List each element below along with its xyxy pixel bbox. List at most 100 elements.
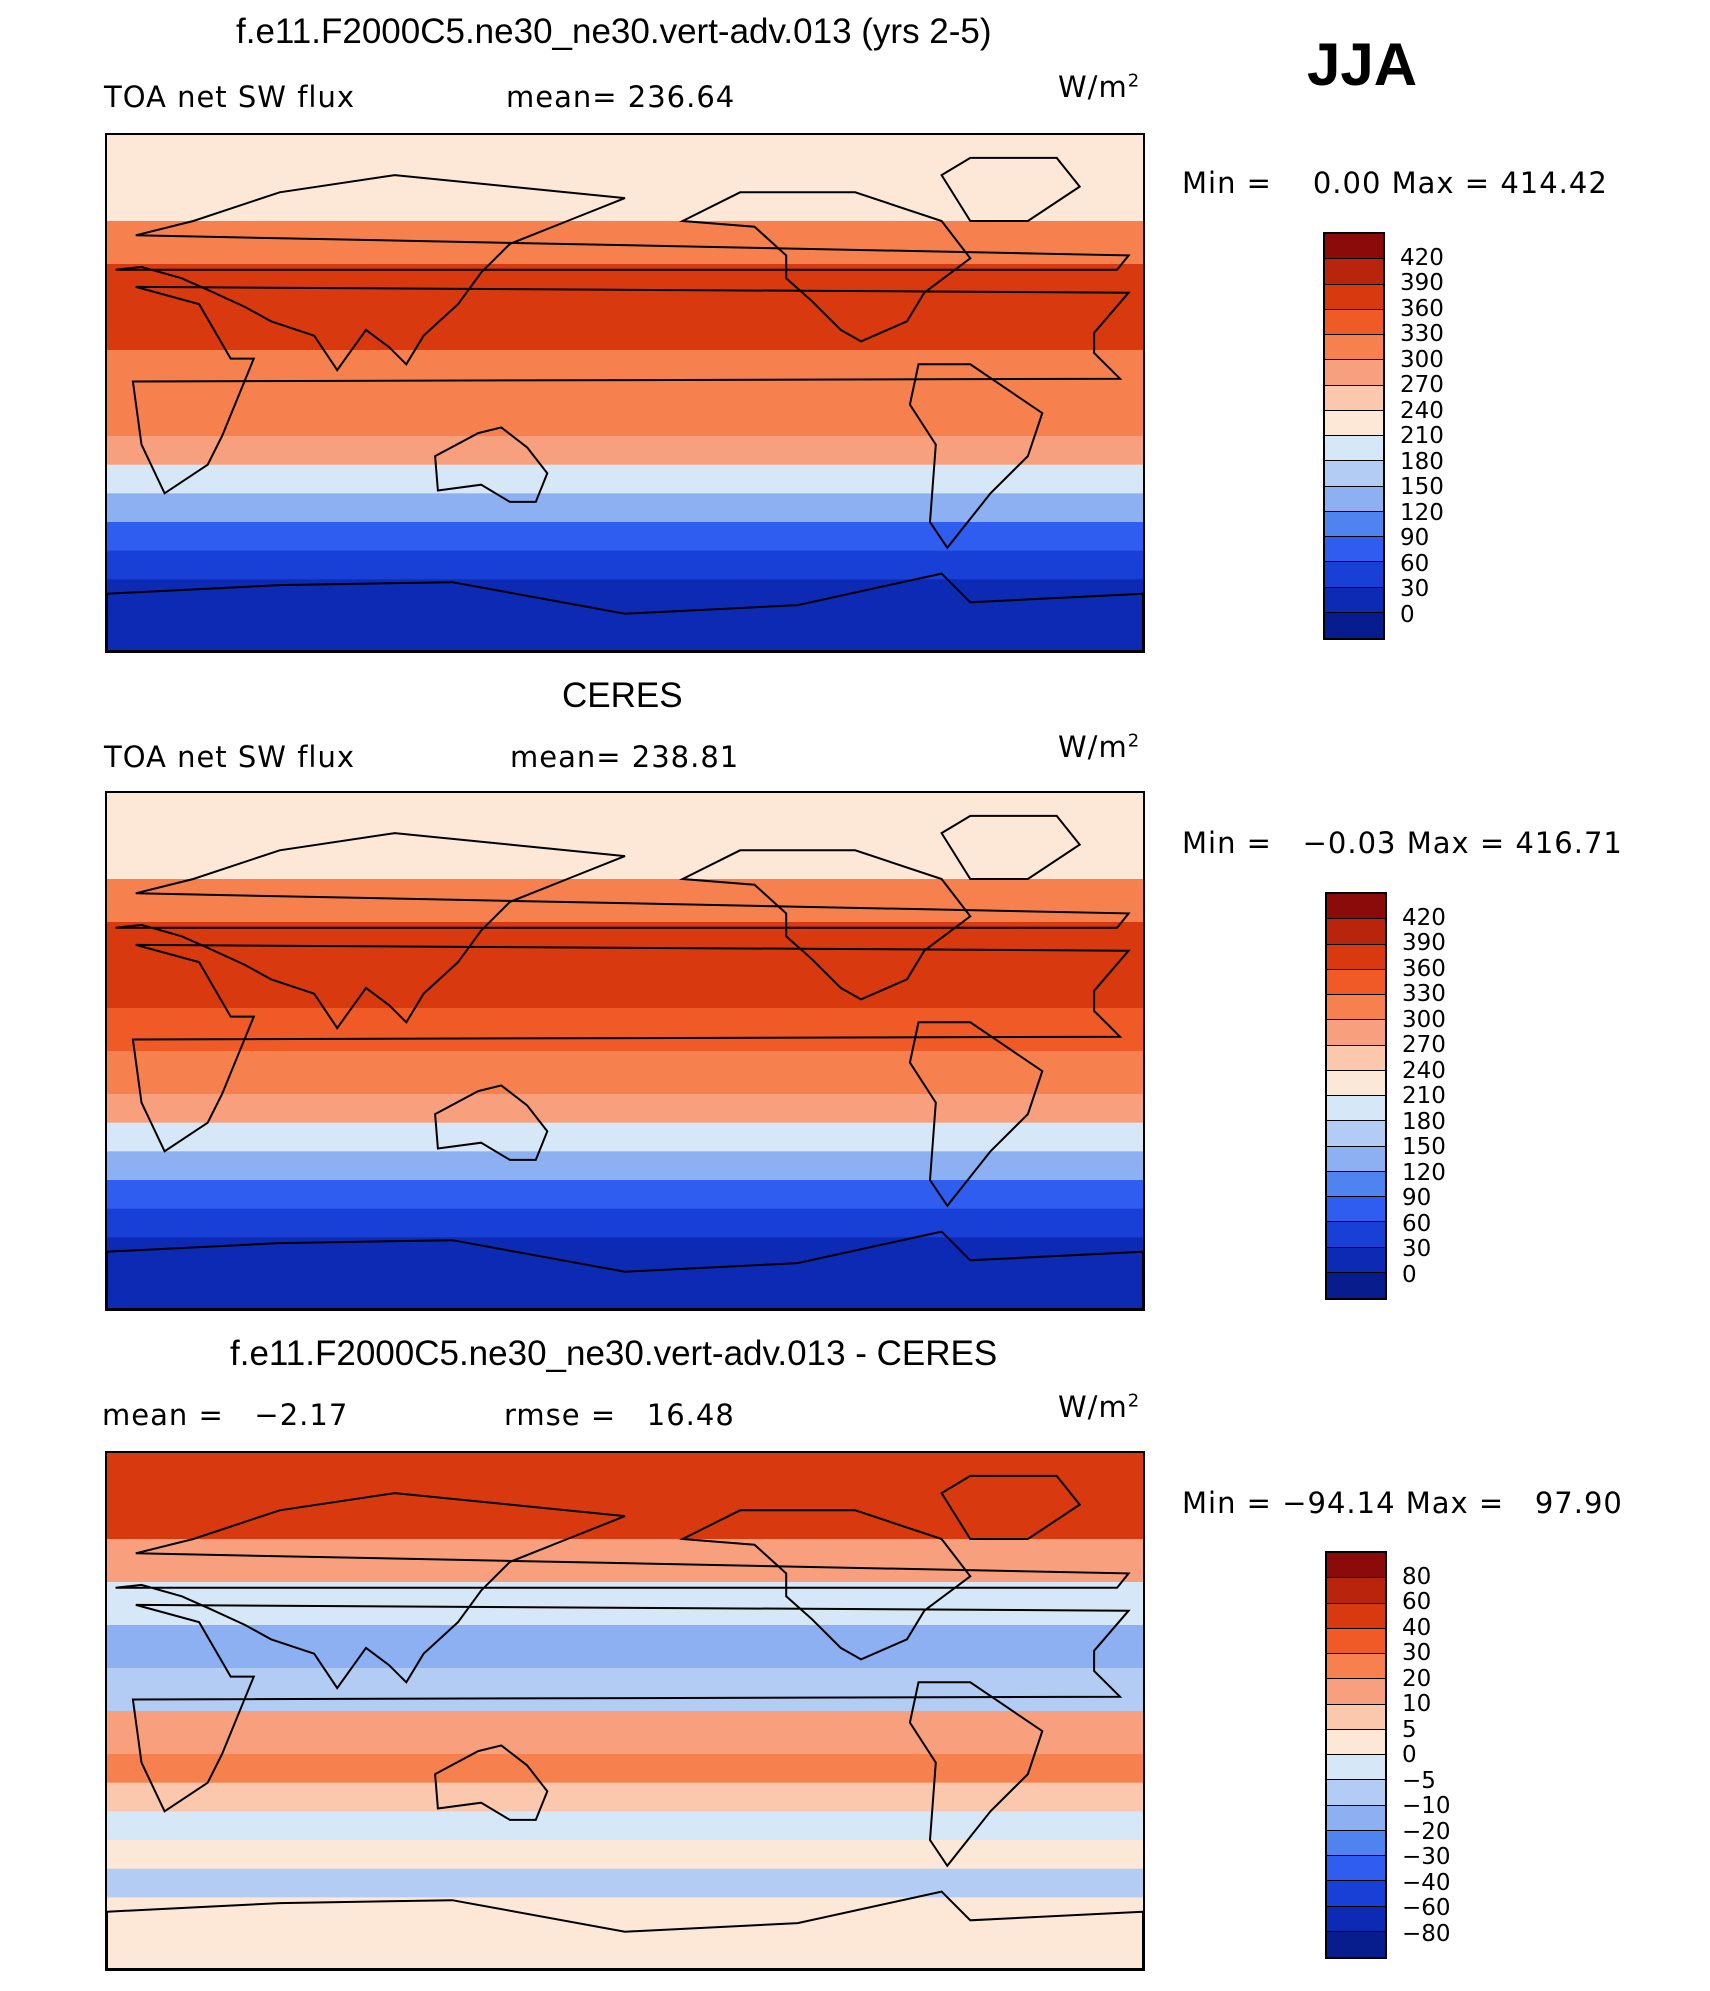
panel1-field <box>107 135 1143 651</box>
colorbar-segment <box>1327 1603 1385 1629</box>
coastline-outline <box>678 849 972 1001</box>
colorbar-segment <box>1327 1070 1385 1096</box>
colorbar-tick-label: 210 <box>1400 423 1444 449</box>
colorbar-tick-label: 0 <box>1402 1261 1417 1288</box>
field-band <box>107 1122 1143 1152</box>
field-band <box>107 1208 1143 1238</box>
colorbar-segment <box>1325 259 1383 285</box>
colorbar-tick-label: 330 <box>1400 321 1444 347</box>
field-band <box>107 1094 1143 1124</box>
colorbar-segment <box>1327 1146 1385 1172</box>
colorbar-tick-label: 60 <box>1402 1210 1432 1237</box>
panel1-map <box>105 133 1145 653</box>
colorbar-tick-label: 0 <box>1400 601 1415 628</box>
coastline-outline <box>131 285 1131 495</box>
field-band <box>107 1668 1143 1712</box>
colorbar-tick-label: 90 <box>1400 525 1430 551</box>
colorbar-segment <box>1327 1755 1385 1781</box>
field-band <box>107 550 1143 580</box>
colorbar-tick-label: −5 <box>1402 1767 1436 1794</box>
panel2-field <box>107 793 1143 1309</box>
panel1-minmax: Min = 0.00 Max = 414.42 <box>1182 166 1608 200</box>
colorbar-tick-label: 120 <box>1402 1159 1446 1186</box>
panel2-units: W/m2 <box>1058 730 1141 764</box>
colorbar-tick-label: 180 <box>1400 448 1444 475</box>
colorbar-tick-label: 210 <box>1402 1083 1446 1109</box>
colorbar-segment <box>1327 1780 1385 1806</box>
panel2-minmax: Min = −0.03 Max = 416.71 <box>1182 826 1623 860</box>
coastline-outline <box>940 1474 1082 1540</box>
colorbar-tick-label: 20 <box>1402 1665 1432 1692</box>
field-band <box>107 1840 1143 1870</box>
colorbar-segment <box>1325 486 1383 512</box>
colorbar-segment <box>1327 894 1385 920</box>
colorbar-tick-label: 30 <box>1400 576 1430 602</box>
colorbar-tick-label: −80 <box>1402 1920 1451 1947</box>
colorbar-tick-label: 300 <box>1402 1006 1446 1033</box>
field-band <box>107 135 1143 222</box>
colorbar-tick-label: 240 <box>1400 397 1444 424</box>
panel1-title: f.e11.F2000C5.ne30_ne30.vert-adv.013 (yr… <box>236 12 992 51</box>
colorbar-tick-label: 40 <box>1402 1614 1432 1641</box>
panel1-mean: mean= 236.64 <box>506 80 736 114</box>
panel3-map <box>105 1451 1145 1971</box>
colorbar-segment <box>1327 1121 1385 1147</box>
season-label: JJA <box>1307 31 1418 98</box>
coastline-outline <box>678 1509 972 1661</box>
colorbar-tick-label: 180 <box>1402 1108 1446 1135</box>
field-band <box>107 264 1143 308</box>
coastline-outline <box>131 943 1131 1153</box>
colorbar-tick-label: 390 <box>1402 930 1446 956</box>
colorbar-tick-label: 390 <box>1400 270 1444 296</box>
colorbar-tick-label: −40 <box>1402 1869 1451 1896</box>
colorbar-segment <box>1327 969 1385 995</box>
colorbar-segment <box>1327 1805 1385 1831</box>
colorbar-segment <box>1327 1881 1385 1907</box>
colorbar-segment <box>1327 1171 1385 1197</box>
field-band <box>107 522 1143 552</box>
colorbar-tick-label: 30 <box>1402 1640 1432 1666</box>
colorbar-segment <box>1327 1856 1385 1882</box>
field-band <box>107 221 1143 265</box>
colorbar-segment <box>1327 1931 1385 1957</box>
colorbar-tick-label: 330 <box>1402 981 1446 1007</box>
field-band <box>107 579 1143 651</box>
colorbar-tick-label: 80 <box>1402 1563 1432 1590</box>
field-band <box>107 1897 1143 1969</box>
field-band <box>107 1754 1143 1784</box>
colorbar-tick-label: −20 <box>1402 1818 1451 1845</box>
field-band <box>107 1237 1143 1309</box>
colorbar-segment <box>1327 1045 1385 1071</box>
colorbar-tick-label: 420 <box>1402 904 1446 931</box>
coastline-outline <box>940 814 1082 880</box>
colorbar-segment <box>1327 1830 1385 1856</box>
field-band <box>107 1539 1143 1583</box>
colorbar-segment <box>1325 385 1383 411</box>
colorbar-segment <box>1325 612 1383 638</box>
panel3-field <box>107 1453 1143 1969</box>
panel3-colorbar <box>1325 1551 1387 1959</box>
colorbar-segment <box>1327 1628 1385 1654</box>
colorbar-segment <box>1327 1704 1385 1730</box>
colorbar-tick-label: 240 <box>1402 1057 1446 1084</box>
panel2-title: CERES <box>562 676 683 715</box>
field-band <box>107 1453 1143 1540</box>
colorbar-segment <box>1327 944 1385 970</box>
colorbar-segment <box>1325 461 1383 487</box>
field-band <box>107 1868 1143 1898</box>
coastline-outline <box>131 1603 1131 1813</box>
colorbar-tick-label: 5 <box>1402 1716 1417 1743</box>
panel1-variable: TOA net SW flux <box>104 80 356 114</box>
field-band <box>107 879 1143 923</box>
colorbar-tick-label: 90 <box>1402 1185 1432 1211</box>
colorbar-tick-label: 120 <box>1400 499 1444 526</box>
panel3-title: f.e11.F2000C5.ne30_ne30.vert-adv.013 - C… <box>230 1334 998 1373</box>
coastline-outline <box>678 191 972 343</box>
colorbar-tick-label: 10 <box>1402 1691 1432 1717</box>
coastline-outline <box>107 1230 1143 1309</box>
colorbar-segment <box>1325 537 1383 563</box>
colorbar-tick-label: 60 <box>1400 550 1430 577</box>
panel1-colorbar <box>1323 232 1385 640</box>
coastline-outline <box>434 426 549 503</box>
field-band <box>107 307 1143 351</box>
